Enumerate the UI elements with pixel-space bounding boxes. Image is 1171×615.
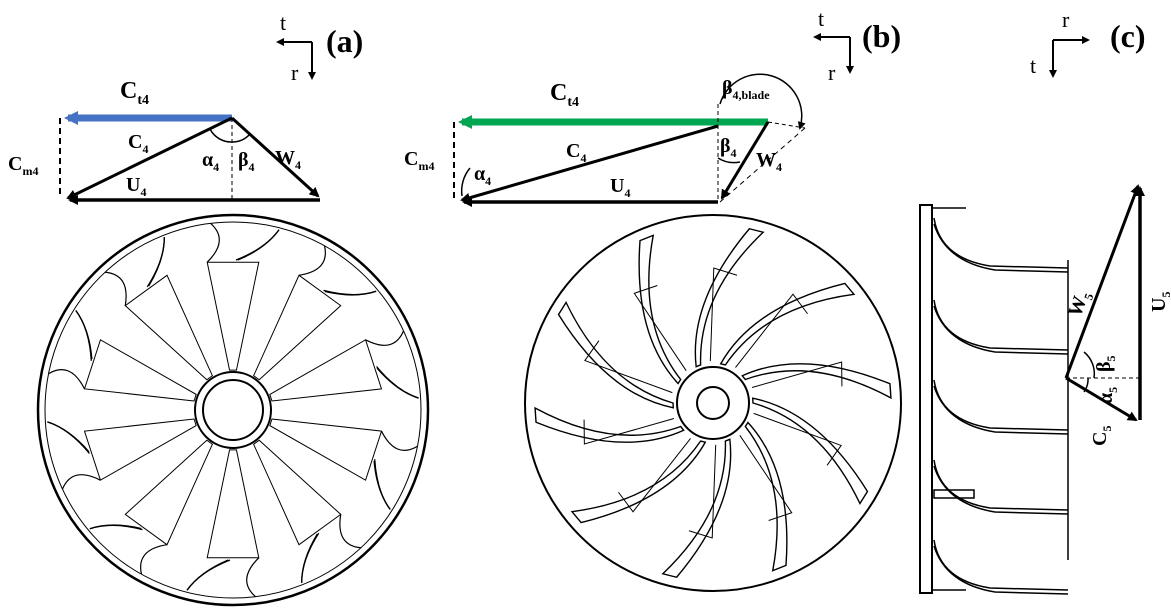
c4-arrow-b: [462, 126, 718, 200]
rotor-blade: [125, 275, 212, 379]
rotor-side-view-c: [920, 205, 1068, 594]
alpha4-label-a: α4: [202, 149, 219, 174]
axes-indicator-c: r t: [1030, 7, 1088, 78]
w5-label-c: W5: [1064, 288, 1096, 321]
alpha5-label-c: α5: [1095, 387, 1120, 404]
cm4-label-a: Cm4: [8, 153, 38, 178]
rotor-blade: [254, 440, 341, 544]
rotor-blade: [695, 229, 763, 367]
axis-label-c-t: t: [1030, 53, 1036, 78]
panel-label-c: (c): [1110, 18, 1146, 54]
c5-label-c: C5: [1089, 426, 1114, 446]
w4-label-a: W4: [275, 147, 301, 172]
rotor-blade: [753, 398, 868, 503]
rotor-blade: [84, 340, 196, 401]
rotor-blade: [207, 262, 259, 370]
ct4-label-b: Ct4: [550, 80, 579, 110]
rotor-blade: [270, 419, 382, 480]
panel-a: t r (a) Ct4 Cm4 C4 U4 W4 α4 β4: [8, 10, 428, 605]
axes-indicator-b: t r: [815, 6, 850, 85]
u4-label-a: U4: [126, 174, 146, 199]
c4-label-b: C4: [566, 140, 586, 165]
rotor-blade: [207, 450, 259, 558]
beta4-label-a: β4: [238, 149, 255, 174]
u5-label-c: U5: [1148, 292, 1171, 312]
beta4-blade-label-b: β4,blade: [722, 77, 770, 102]
u4-label-b: U4: [610, 175, 630, 200]
rotor-radial-a: [38, 215, 428, 605]
w4-label-b: W4: [756, 149, 782, 174]
rotor-blade: [721, 283, 854, 365]
axis-label-a-r: r: [291, 60, 299, 85]
axis-label-b-r: r: [828, 60, 836, 85]
panel-b: t r (b) Ct4 Cm4 C4 U4 W4 α4 β4 β4,blade: [404, 6, 901, 591]
panel-c: r t (c) W5 U5 β5 α5 C5: [920, 7, 1171, 594]
axis-label-b-t: t: [818, 6, 824, 31]
rotor-blade: [572, 441, 705, 523]
axis-label-c-r: r: [1062, 7, 1070, 32]
c4-label-a: C4: [128, 131, 148, 156]
axes-indicator-a: t r: [278, 10, 312, 85]
rotor-blade: [663, 439, 731, 577]
axis-label-a-t: t: [280, 10, 286, 35]
rotor-blade: [84, 419, 196, 480]
rotor-blade: [270, 340, 382, 401]
cm4-label-b: Cm4: [404, 148, 434, 173]
ct4-label-a: Ct4: [120, 78, 149, 108]
beta4-label-b: β4: [720, 135, 737, 160]
panel-label-a: (a): [326, 23, 363, 59]
panel-label-b: (b): [862, 18, 901, 54]
beta5-label-c: β5: [1093, 355, 1118, 372]
rotor-backswept-b: [525, 215, 901, 591]
alpha4-label-b: α4: [474, 163, 491, 188]
w5-arrow-c: [1066, 186, 1138, 378]
rotor-blade: [559, 302, 674, 407]
